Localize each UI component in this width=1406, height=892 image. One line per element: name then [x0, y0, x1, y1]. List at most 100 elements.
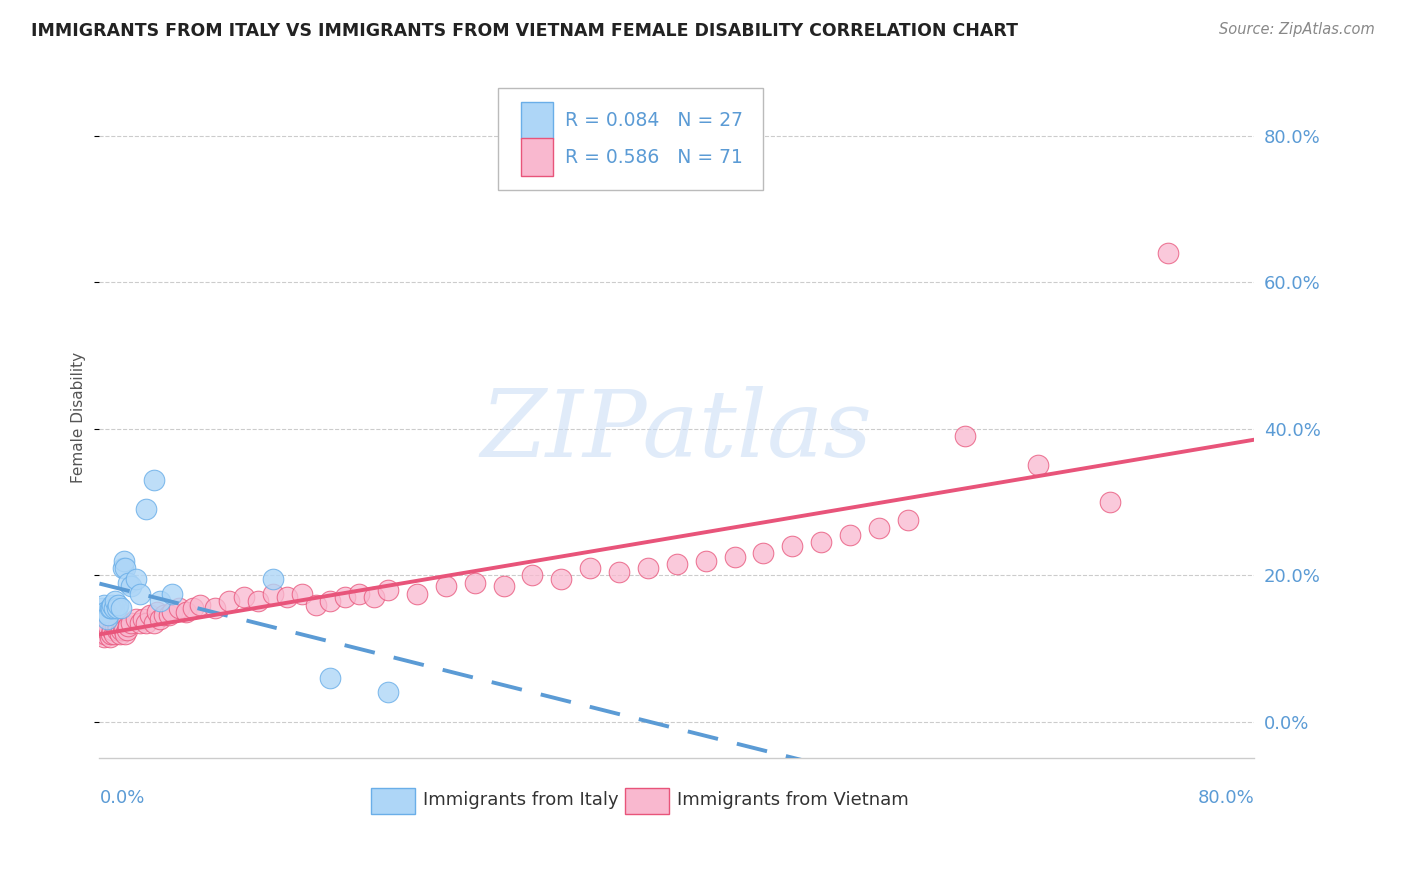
Point [149, 612, 172, 626]
Point [607, 565, 630, 579]
Point [97, 619, 120, 633]
Text: R = 0.586   N = 71: R = 0.586 N = 71 [565, 147, 742, 167]
Point [579, 561, 602, 575]
Point [550, 572, 572, 586]
Point [100, 627, 122, 641]
Point [143, 473, 166, 487]
Point [108, 627, 131, 641]
Point [1156, 246, 1178, 260]
Point [276, 590, 298, 604]
Point [96, 612, 118, 626]
Text: 0.0%: 0.0% [100, 789, 145, 807]
Point [167, 601, 190, 615]
Point [110, 601, 132, 615]
Text: ZIPatlas: ZIPatlas [481, 386, 873, 476]
Bar [371, 789, 415, 814]
Point [665, 558, 688, 572]
Point [363, 590, 385, 604]
Point [174, 605, 197, 619]
Text: Source: ZipAtlas.com: Source: ZipAtlas.com [1219, 22, 1375, 37]
Point [434, 579, 457, 593]
Text: Immigrants from Vietnam: Immigrants from Vietnam [676, 791, 908, 809]
Point [107, 598, 129, 612]
Point [190, 598, 212, 612]
Point [181, 601, 204, 615]
Point [955, 429, 977, 443]
Point [91, 619, 114, 633]
Point [349, 586, 371, 600]
Point [247, 594, 270, 608]
Point [160, 586, 183, 600]
Point [112, 553, 135, 567]
Point [124, 612, 146, 626]
Bar [520, 102, 553, 139]
Text: Immigrants from Italy: Immigrants from Italy [423, 791, 619, 809]
Point [93, 631, 115, 645]
Point [723, 549, 745, 564]
Point [105, 623, 128, 637]
Point [143, 615, 166, 630]
Point [111, 561, 134, 575]
Point [91, 601, 114, 615]
Point [637, 561, 659, 575]
Bar [624, 789, 669, 814]
Point [139, 608, 162, 623]
Point [1026, 458, 1049, 473]
Point [105, 601, 128, 615]
Point [232, 590, 254, 604]
Point [1098, 495, 1121, 509]
Point [120, 579, 142, 593]
Point [305, 598, 328, 612]
Point [112, 623, 135, 637]
Point [94, 627, 117, 641]
Point [218, 594, 240, 608]
Point [115, 623, 138, 637]
Point [204, 601, 226, 615]
Point [104, 619, 127, 633]
FancyBboxPatch shape [498, 87, 763, 190]
Point [93, 598, 115, 612]
Point [96, 623, 118, 637]
Y-axis label: Female Disability: Female Disability [72, 352, 86, 483]
Point [100, 601, 122, 615]
Point [94, 605, 117, 619]
Point [110, 623, 132, 637]
Point [97, 608, 120, 623]
Point [406, 586, 429, 600]
Point [897, 513, 920, 527]
Point [101, 598, 124, 612]
Point [128, 586, 150, 600]
Point [103, 601, 125, 615]
Point [810, 535, 832, 549]
Text: R = 0.084   N = 27: R = 0.084 N = 27 [565, 111, 742, 130]
Point [104, 594, 127, 608]
Point [752, 546, 775, 560]
Point [333, 590, 356, 604]
Point [492, 579, 515, 593]
Text: 80.0%: 80.0% [1198, 789, 1254, 807]
Point [780, 539, 803, 553]
Point [107, 619, 129, 633]
Point [290, 586, 312, 600]
Point [128, 615, 150, 630]
Point [868, 521, 890, 535]
Point [135, 615, 157, 630]
Point [695, 553, 717, 567]
Point [262, 586, 284, 600]
Point [114, 561, 136, 575]
Bar [520, 138, 553, 176]
Point [120, 615, 142, 630]
Point [135, 502, 157, 516]
Point [103, 627, 125, 641]
Point [117, 575, 139, 590]
Point [377, 685, 399, 699]
Point [160, 605, 183, 619]
Point [522, 568, 544, 582]
Point [117, 619, 139, 633]
Point [90, 627, 112, 641]
Point [146, 605, 169, 619]
Point [262, 572, 284, 586]
Point [111, 619, 134, 633]
Point [464, 575, 486, 590]
Text: IMMIGRANTS FROM ITALY VS IMMIGRANTS FROM VIETNAM FEMALE DISABILITY CORRELATION C: IMMIGRANTS FROM ITALY VS IMMIGRANTS FROM… [31, 22, 1018, 40]
